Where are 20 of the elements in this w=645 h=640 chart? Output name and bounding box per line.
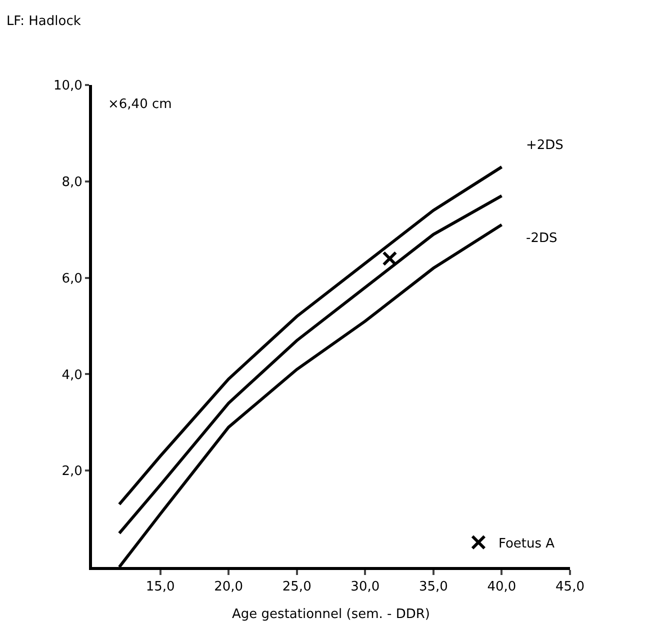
x-tick-label: 25,0 bbox=[282, 580, 312, 595]
chart-title: LF: Hadlock bbox=[6, 14, 82, 30]
y-tick-label: 4,0 bbox=[62, 368, 82, 383]
y-tick-label: 10,0 bbox=[53, 78, 82, 94]
x-tick-label: 40,0 bbox=[487, 580, 516, 595]
y-tick-label: 2,0 bbox=[62, 464, 82, 480]
series-label: -2DS bbox=[526, 231, 558, 246]
x-tick-label: 30,0 bbox=[350, 580, 380, 595]
line-series bbox=[118, 165, 504, 506]
x-tick-label: 45,0 bbox=[556, 580, 584, 595]
y-tick-label: 8,0 bbox=[62, 174, 82, 190]
annotation: ×6,40 cm bbox=[108, 97, 172, 112]
x-tick-label: 35,0 bbox=[418, 580, 448, 595]
x-tick-label: 20,0 bbox=[214, 580, 244, 595]
x-axis-title: Age gestationnel (sem. - DDR) bbox=[232, 607, 430, 622]
text: +2DS bbox=[526, 138, 564, 153]
legend-label: Foetus A bbox=[498, 536, 555, 552]
line-series bbox=[118, 194, 504, 535]
x-tick-label: 15,0 bbox=[146, 580, 175, 595]
y-tick-label: 6,0 bbox=[62, 271, 82, 286]
